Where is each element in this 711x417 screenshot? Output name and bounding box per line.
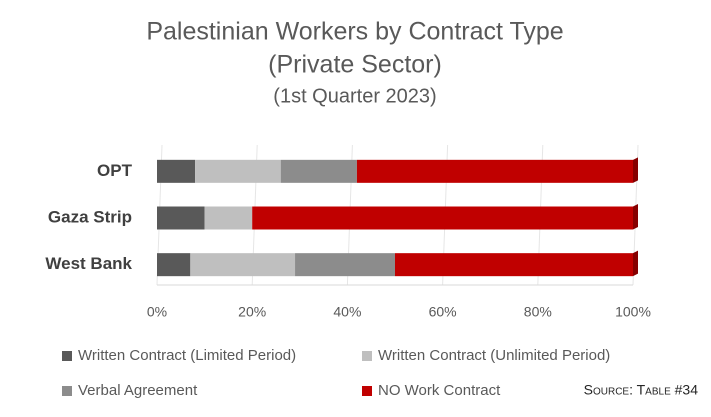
bar-side — [633, 157, 638, 183]
chart-title: Palestinian Workers by Contract Type — [146, 18, 563, 46]
y-tick-label: OPT — [97, 161, 133, 180]
x-tick-label: 80% — [524, 304, 552, 320]
bar-segment — [195, 159, 281, 183]
x-tick-label: 40% — [333, 304, 361, 320]
bar-segment — [190, 253, 296, 277]
legend-swatch — [62, 351, 72, 361]
bar-segment — [395, 253, 633, 277]
legend-label: Verbal Agreement — [78, 382, 198, 399]
legend-swatch — [62, 386, 72, 396]
bar-segment — [157, 206, 205, 230]
x-tick-label: 60% — [429, 304, 457, 320]
chart-subtitle: (1st Quarter 2023) — [273, 85, 436, 107]
legend-label: Written Contract (Unlimited Period) — [378, 347, 610, 364]
legend-label: NO Work Contract — [378, 382, 501, 399]
y-tick-label: Gaza Strip — [48, 207, 132, 226]
bar-segment — [280, 159, 357, 183]
bar-segment — [295, 253, 395, 277]
bar-segment — [252, 206, 633, 230]
bar-side — [633, 250, 638, 277]
bar-segment — [157, 253, 191, 277]
x-tick-label: 20% — [238, 304, 266, 320]
y-tick-label: West Bank — [45, 254, 132, 273]
x-tick-label: 100% — [615, 304, 651, 320]
bar-segment — [356, 159, 633, 183]
chart-title: (Private Sector) — [268, 51, 442, 79]
legend-label: Written Contract (Limited Period) — [78, 347, 296, 364]
source-note: Source: Table #34 — [584, 382, 699, 398]
legend-swatch — [362, 386, 372, 396]
bar-segment — [157, 159, 196, 183]
legend-swatch — [362, 351, 372, 361]
x-tick-label: 0% — [147, 304, 167, 320]
bar-segment — [204, 206, 253, 230]
bar-side — [633, 204, 638, 230]
